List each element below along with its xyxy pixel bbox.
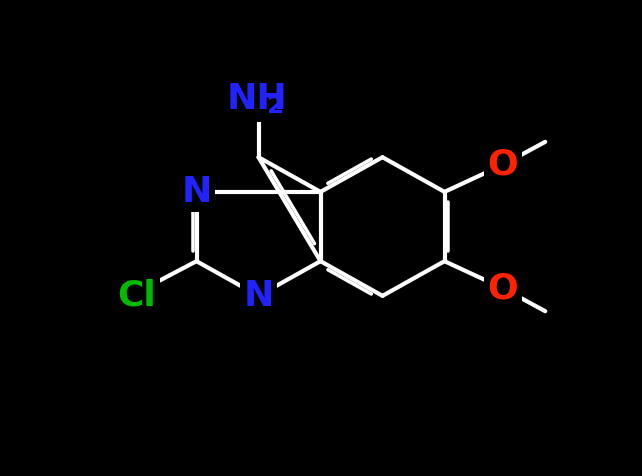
Text: N: N [181,175,212,209]
Text: NH: NH [227,82,288,117]
Text: N: N [243,279,273,313]
Text: 2: 2 [267,94,284,119]
Text: Cl: Cl [117,279,156,313]
Text: O: O [487,271,518,305]
Text: O: O [487,148,518,182]
